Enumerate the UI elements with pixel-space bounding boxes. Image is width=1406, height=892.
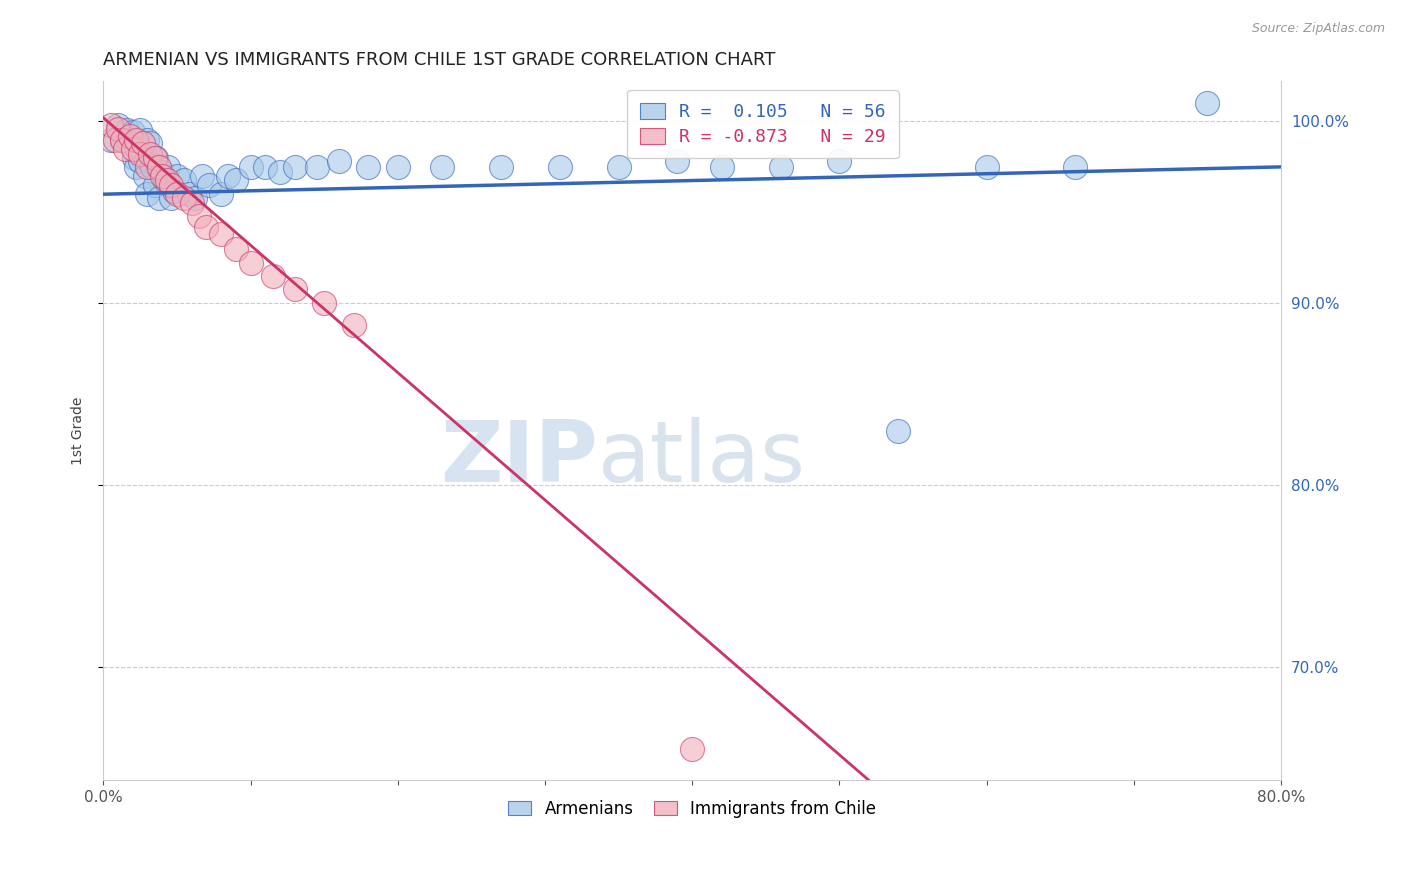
Point [150,169,173,183]
Point [387,160,409,174]
Point [284,160,307,174]
Point [710,160,733,174]
Point [163,184,186,198]
Point [141,160,163,174]
Point [328,154,350,169]
Point [118,136,141,151]
Point [134,169,156,183]
Point [607,160,630,174]
Point [305,160,328,174]
Point [1064,160,1087,174]
Point [136,160,159,174]
Point [681,742,703,756]
Point [239,160,262,174]
Point [143,178,166,193]
Point [160,178,183,193]
Point [153,172,176,186]
Point [115,123,138,137]
Text: ARMENIAN VS IMMIGRANTS FROM CHILE 1ST GRADE CORRELATION CHART: ARMENIAN VS IMMIGRANTS FROM CHILE 1ST GR… [103,51,776,69]
Point [887,424,910,438]
Point [139,147,162,161]
Point [489,160,512,174]
Point [155,172,177,186]
Point [217,169,239,183]
Point [188,209,211,223]
Point [114,142,136,156]
Point [225,242,247,256]
Text: atlas: atlas [598,417,806,500]
Point [139,136,162,151]
Point [1197,96,1219,111]
Point [191,169,214,183]
Point [127,142,149,156]
Point [138,154,160,169]
Point [769,160,792,174]
Point [239,256,262,270]
Point [269,165,291,179]
Point [132,147,155,161]
Point [111,132,134,146]
Y-axis label: 1st Grade: 1st Grade [72,397,86,465]
Point [122,151,145,165]
Point [100,118,122,132]
Point [173,191,195,205]
Legend: Armenians, Immigrants from Chile: Armenians, Immigrants from Chile [502,793,883,824]
Point [118,128,141,143]
Point [160,191,183,205]
Point [145,151,167,165]
Point [548,160,571,174]
Point [828,154,851,169]
Point [121,142,143,156]
Point [136,132,159,146]
Point [143,151,166,165]
Point [129,147,152,161]
Point [254,160,277,174]
Point [129,154,152,169]
Text: Source: ZipAtlas.com: Source: ZipAtlas.com [1251,22,1385,36]
Text: ZIP: ZIP [440,417,598,500]
Point [129,123,152,137]
Point [183,191,205,205]
Point [100,132,122,146]
Point [666,154,689,169]
Point [148,160,170,174]
Point [225,172,247,186]
Point [177,187,200,202]
Point [209,187,232,202]
Point [180,196,202,211]
Point [284,282,307,296]
Point [198,178,221,193]
Point [157,160,180,174]
Point [104,132,127,146]
Point [166,169,188,183]
Point [132,136,155,151]
Point [976,160,998,174]
Point [125,132,148,146]
Point [150,165,173,179]
Point [136,187,159,202]
Point [195,219,218,234]
Point [125,160,148,174]
Point [146,160,169,174]
Point [314,296,336,310]
Point [107,118,129,132]
Point [148,191,170,205]
Point [111,132,134,146]
Point [342,318,364,333]
Point [262,269,284,284]
Point [173,172,195,186]
Point [166,187,188,202]
Point [121,125,143,139]
Point [209,227,232,242]
Point [430,160,453,174]
Point [107,121,129,136]
Point [357,160,380,174]
